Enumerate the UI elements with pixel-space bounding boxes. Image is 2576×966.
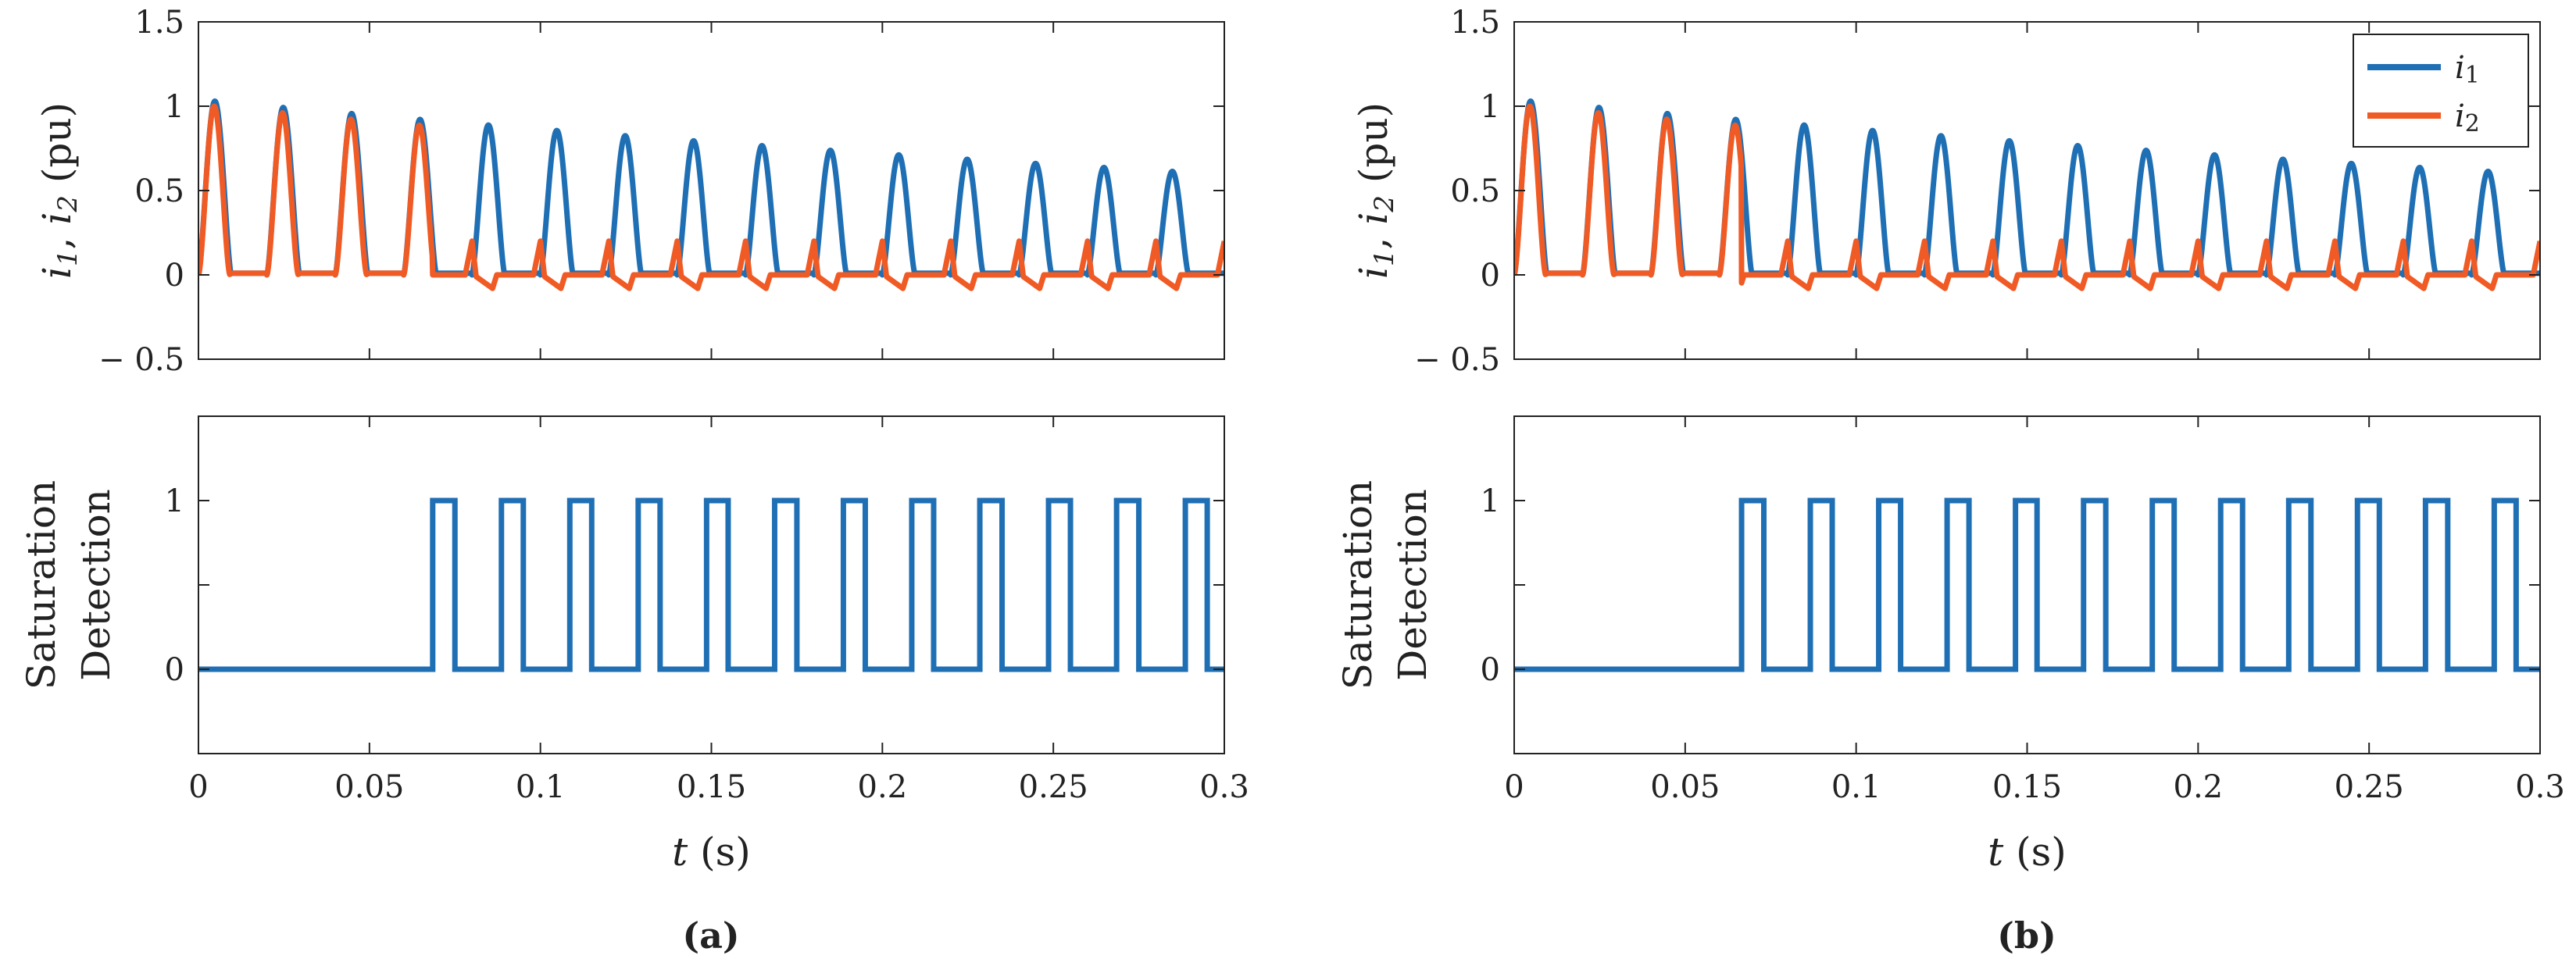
ylabel-i2-sub: 2	[1369, 195, 1400, 213]
panel-a: 1.510.50− 0.50 0.05 0.1 0.15 0.2 0.25 0.310i1,…	[19, 5, 1249, 957]
y-tick-label: − 0.5	[1414, 342, 1500, 378]
legend-sub: 1	[2465, 62, 2480, 89]
ylabel-sep: ,	[34, 225, 80, 250]
y-tick-label: 1	[165, 483, 184, 519]
x-axis-label: t (s)	[672, 829, 751, 875]
x-tick-label: 0.05	[1650, 769, 1720, 805]
x-tick-label: 0.05	[334, 769, 404, 805]
y-tick-label: 0	[165, 258, 184, 294]
axes-a-bot: 0 0.05 0.1 0.15 0.2 0.25 0.3 1 0	[165, 415, 1249, 805]
ylabel-unit: (pu)	[34, 102, 80, 195]
x-axis-label: t (s)	[1988, 829, 2067, 875]
y-tick-label: 0.5	[1450, 173, 1500, 209]
xlabel-var: t	[1988, 829, 2004, 875]
bottom-y-axis-label-line: Detection	[1390, 489, 1435, 681]
xlabel-unit: (s)	[2003, 829, 2067, 875]
panel-b: 1.510.50− 0.50 0.05 0.1 0.15 0.2 0.25 0.310i1,…	[1335, 5, 2565, 957]
y-tick-label: 0.5	[134, 173, 184, 209]
x-tick-label: 0	[188, 769, 208, 805]
y-tick-label: 1	[165, 89, 184, 125]
ylabel-i1-sub: 1	[1369, 249, 1400, 266]
x-tick-label: 0.3	[2515, 769, 2565, 805]
series-i2-line	[1514, 103, 2540, 291]
ylabel-i2-sub: 2	[52, 195, 84, 213]
legend-box	[2353, 34, 2529, 148]
legend-name: i	[2455, 98, 2465, 134]
legend-label: i2	[2455, 98, 2480, 137]
axes-frame	[1513, 415, 2541, 754]
x-tick-label: 0.1	[516, 769, 566, 805]
axes-b-top: 1.5 1 0.5 0 − 0.5	[1414, 5, 2541, 378]
ylabel-sep: ,	[1351, 225, 1396, 250]
y-tick-label: − 0.5	[98, 342, 184, 378]
axes-a-top: 1.5 1 0.5 0 − 0.5	[98, 5, 1225, 378]
top-y-axis-label: i1, i2 (pu)	[34, 102, 84, 279]
x-tick-label: 0.15	[1992, 769, 2062, 805]
xlabel-var: t	[672, 829, 688, 875]
ylabel-i1: i	[1351, 266, 1396, 279]
series-saturation-detection-line	[198, 497, 1224, 672]
legend-name: i	[2455, 50, 2465, 86]
bottom-y-axis-label-line: Saturation	[1335, 480, 1381, 690]
x-tick-label: 0.2	[2174, 769, 2224, 805]
y-tick-label: 0	[165, 652, 184, 688]
series-saturation-detection-line	[1514, 497, 2540, 672]
x-tick-label: 0.2	[858, 769, 908, 805]
ylabel-i1-sub: 1	[52, 249, 84, 266]
x-tick-label: 0.15	[677, 769, 746, 805]
y-tick-label: 1.5	[134, 5, 184, 41]
y-tick-label: 1	[1481, 483, 1500, 519]
ylabel-i2: i	[1351, 212, 1396, 225]
panel-label: (a)	[682, 914, 739, 957]
ylabel-i1: i	[34, 266, 80, 279]
bottom-y-axis-label-line: Saturation	[19, 480, 64, 690]
legend-label: i1	[2455, 50, 2480, 89]
ylabel-i2: i	[34, 212, 80, 225]
panel-label: (b)	[1997, 914, 2056, 957]
x-tick-label: 0	[1504, 769, 1524, 805]
y-tick-label: 1	[1481, 89, 1500, 125]
legend-sub: 2	[2465, 110, 2480, 137]
axes-frame	[198, 21, 1225, 360]
x-tick-label: 0.25	[1019, 769, 1088, 805]
x-tick-label: 0.3	[1199, 769, 1249, 805]
x-tick-label: 0.1	[1831, 769, 1881, 805]
top-y-axis-label: i1, i2 (pu)	[1351, 102, 1400, 279]
y-tick-label: 0	[1481, 258, 1500, 294]
series-i2-line	[198, 103, 1224, 291]
x-tick-label: 0.25	[2335, 769, 2404, 805]
xlabel-unit: (s)	[688, 829, 751, 875]
ylabel-unit: (pu)	[1351, 102, 1396, 195]
bottom-y-axis-label-line: Detection	[73, 489, 119, 681]
y-tick-label: 0	[1481, 652, 1500, 688]
axes-b-bot: 0 0.05 0.1 0.15 0.2 0.25 0.3 1 0	[1481, 415, 2565, 805]
y-tick-label: 1.5	[1450, 5, 1500, 41]
